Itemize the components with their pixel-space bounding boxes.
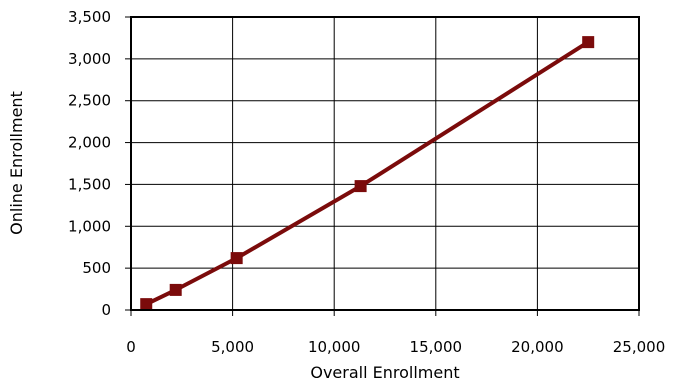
y-tick-label: 3,500 [68,8,111,26]
y-tick-label: 1,000 [68,217,111,235]
y-tick-label: 2,500 [68,92,111,110]
data-point-marker [582,36,595,49]
series [140,36,595,311]
y-tick-label: 500 [82,259,111,277]
y-tick-label: 1,500 [68,175,111,193]
data-point-marker [140,298,153,311]
axis-ticks: 0 5,000 10,000 15,000 20,000 25,000 0 500 1,000 1… [68,8,665,356]
series-line [144,40,591,307]
grid [130,16,640,311]
x-tick-label: 10,000 [308,338,361,356]
x-tick-label: 0 [126,338,136,356]
y-axis-title: Online Enrollment [7,91,26,235]
x-tick-label: 25,000 [613,338,666,356]
x-axis-title: Overall Enrollment [310,363,459,382]
y-tick-label: 0 [101,301,111,319]
y-tick-label: 3,000 [68,50,111,68]
data-point-marker [354,180,367,193]
plot-frame [130,16,640,311]
y-tick-label: 2,000 [68,134,111,152]
data-point-marker [169,283,182,296]
x-tick-label: 15,000 [410,338,463,356]
x-tick-label: 5,000 [211,338,254,356]
x-tick-label: 20,000 [511,338,564,356]
data-point-marker [230,252,243,265]
